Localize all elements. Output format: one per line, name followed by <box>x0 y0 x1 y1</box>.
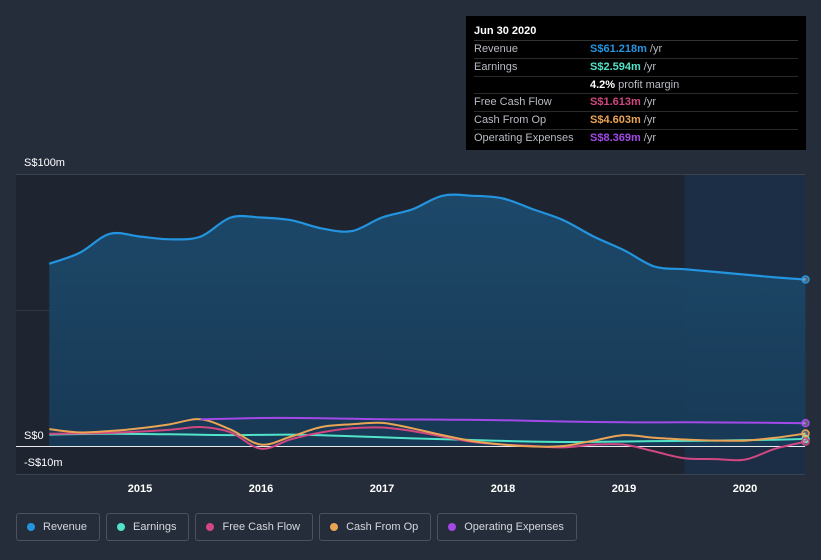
tooltip-row-value: S$4.603m <box>590 114 641 127</box>
tooltip-row-label: Free Cash Flow <box>474 96 552 109</box>
series-line-free-cash-flow <box>49 425 806 462</box>
tooltip-row-value: S$8.369m <box>590 131 641 144</box>
tooltip-row-label <box>474 77 590 94</box>
tooltip-row-profit-margin: 4.2% profit margin <box>474 77 798 95</box>
legend-label: Free Cash Flow <box>222 521 301 533</box>
x-tick-2016: 2016 <box>249 483 273 495</box>
legend-dot-icon <box>117 523 126 531</box>
tooltip-row-revenue: Revenue S$61.218m/yr <box>474 41 798 59</box>
tooltip-row-suffix: /yr <box>643 114 656 127</box>
series-endpoint-free-cash-flow[interactable] <box>801 437 810 446</box>
series-endpoint-revenue[interactable] <box>801 275 810 284</box>
y-label-bottom: -S$10m <box>24 457 63 469</box>
y-label-top: S$100m <box>24 157 65 169</box>
tooltip-date: Jun 30 2020 <box>474 24 798 41</box>
tooltip-row-label: Revenue <box>474 43 519 55</box>
series-endpoint-cash-from-op[interactable] <box>801 429 810 438</box>
legend-item-earnings[interactable]: Earnings <box>106 513 190 541</box>
x-tick-2018: 2018 <box>491 483 515 495</box>
legend-label: Revenue <box>43 521 88 533</box>
tooltip-rows: Revenue S$61.218m/yr Earnings S$2.594m/yr 4.… <box>474 41 798 147</box>
x-tick-2015: 2015 <box>128 483 152 495</box>
series-line-operating-expenses <box>200 416 806 425</box>
tooltip-row-operating-expenses: Operating Expenses S$8.369m/yr <box>474 130 798 147</box>
tooltip-row-earnings: Earnings S$2.594m/yr <box>474 59 798 77</box>
legend-item-free-cash-flow[interactable]: Free Cash Flow <box>195 513 314 541</box>
tooltip-row-free-cash-flow: Free Cash Flow S$1.613m/yr <box>474 94 798 113</box>
legend: Revenue Earnings Free Cash Flow Cash From O… <box>16 513 577 543</box>
legend-dot-icon <box>448 523 457 531</box>
legend-item-revenue[interactable]: Revenue <box>16 513 101 541</box>
x-tick-2017: 2017 <box>370 483 394 495</box>
tooltip-row-suffix: profit margin <box>618 78 680 91</box>
tooltip-row-value: S$2.594m <box>590 60 641 73</box>
legend-dot-icon <box>330 523 339 531</box>
legend-dot-icon <box>206 523 215 531</box>
series-line-cash-from-op <box>49 418 806 448</box>
tooltip-row-suffix: /yr <box>643 96 656 109</box>
series-line-revenue <box>48 193 806 281</box>
tooltip-row-value: 4.2% <box>590 78 616 91</box>
tooltip-row-suffix: /yr <box>643 131 656 144</box>
series-endpoint-operating-expenses[interactable] <box>801 418 810 428</box>
legend-label: Earnings <box>133 521 177 533</box>
x-tick-layer: 2015 2016 2017 2018 2019 2020 <box>128 483 757 495</box>
tooltip-panel: Jun 30 2020 Revenue S$61.218m/yr Earnings S… <box>466 16 806 150</box>
tooltip-row-label: Operating Expenses <box>474 131 574 144</box>
x-tick-2020: 2020 <box>733 483 757 495</box>
y-label-zero: S$0 <box>24 430 44 442</box>
tooltip-row-value: S$61.218m <box>590 43 647 55</box>
tooltip-row-label: Earnings <box>474 60 518 73</box>
legend-label: Operating Expenses <box>464 521 564 533</box>
series-layer <box>48 193 810 462</box>
series-area-revenue <box>49 194 806 446</box>
tooltip-row-label: Cash From Op <box>474 114 547 127</box>
legend-label: Cash From Op <box>346 521 419 533</box>
tooltip-row-suffix: /yr <box>649 43 663 55</box>
legend-item-operating-expenses[interactable]: Operating Expenses <box>437 513 577 541</box>
tooltip-row-cash-from-op: Cash From Op S$4.603m/yr <box>474 112 798 130</box>
tooltip-row-suffix: /yr <box>643 60 656 73</box>
legend-dot-icon <box>27 523 35 531</box>
tooltip-row-value: S$1.613m <box>590 96 641 109</box>
legend-item-cash-from-op[interactable]: Cash From Op <box>319 513 432 541</box>
x-tick-2019: 2019 <box>612 483 636 495</box>
